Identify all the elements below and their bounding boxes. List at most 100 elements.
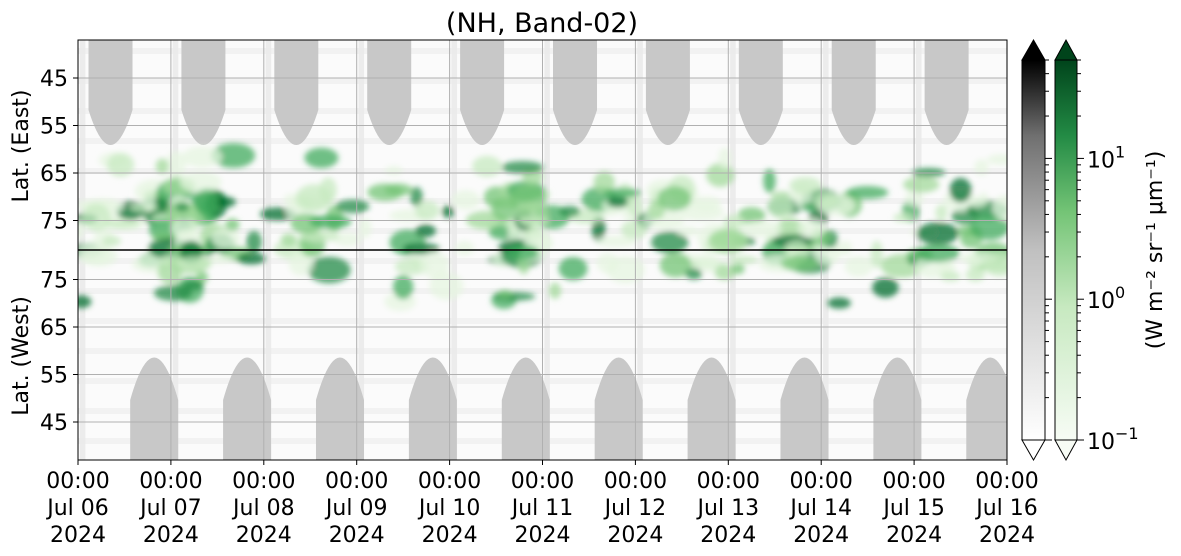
x-tick-label: 00:00 [511, 469, 574, 494]
night-dome-bottom [315, 357, 364, 460]
x-tick-label: 2024 [700, 523, 756, 548]
radiance-blob [797, 218, 826, 239]
y-axis-ticks: 45 55 65 75 75 65 55 45 [40, 67, 78, 436]
radiance-blob [723, 214, 745, 230]
radiance-blob [657, 186, 692, 211]
radiance-blob [280, 233, 297, 247]
x-tick-label: Jul 08 [231, 496, 295, 521]
radiance-blob [518, 216, 550, 226]
radiance-blob [992, 194, 1007, 221]
radiance-blob [706, 163, 735, 188]
x-tick-label: Jul 12 [603, 496, 667, 521]
night-dome-top [367, 40, 412, 145]
x-tick-label: 2024 [329, 523, 385, 548]
x-tick-label: 2024 [979, 523, 1035, 548]
x-tick-label: 00:00 [325, 469, 388, 494]
colorbar-label: (W m⁻² sr⁻¹ μm⁻¹) [1143, 151, 1168, 350]
y-tick-label: 45 [40, 411, 68, 436]
radiance-blob [182, 146, 223, 168]
radiance-blob [335, 199, 370, 214]
radiance-blob [872, 277, 899, 298]
night-dome-bottom [408, 357, 457, 460]
night-dome-top [645, 40, 690, 145]
radiance-blob [627, 194, 643, 216]
radiance-blob [81, 246, 118, 267]
radiance-blob [103, 219, 141, 229]
night-dome-bottom [780, 357, 829, 460]
night-dome-top [738, 40, 783, 145]
radiance-blob [548, 282, 562, 299]
radiance-blob [216, 196, 236, 208]
x-tick-label: 2024 [422, 523, 478, 548]
radiance-blob [179, 171, 222, 193]
radiance-blob [102, 235, 122, 247]
radiance-blob [307, 256, 351, 284]
night-domes [88, 40, 1007, 460]
radiance-blob [718, 147, 732, 169]
radiance-blob [501, 161, 544, 174]
radiance-blob [767, 194, 793, 219]
colorbar-gray-extend-bottom [1021, 439, 1046, 462]
radiance-blob [454, 240, 475, 256]
radiance-blob [968, 197, 987, 208]
y-tick-label: 65 [40, 316, 68, 341]
radiance-blob [984, 253, 1007, 277]
radiance-blob [246, 230, 262, 253]
radiance-blob [225, 218, 240, 232]
radiance-blob [194, 190, 221, 217]
x-tick-label: 2024 [607, 523, 663, 548]
radiance-blob [333, 232, 362, 247]
radiance-blob [707, 228, 748, 255]
radiance-blob [414, 200, 440, 221]
x-tick-label: Jul 11 [510, 496, 574, 521]
x-tick-label: 00:00 [139, 469, 202, 494]
x-tick-label: Jul 15 [881, 496, 945, 521]
radiance-blob [359, 217, 372, 239]
colorbar-ticks: 10−1 100 101 [1045, 59, 1139, 455]
night-dome-bottom [130, 357, 179, 460]
night-dome-bottom [594, 357, 643, 460]
radiance-blob [384, 183, 413, 197]
chart-title: (NH, Band-02) [446, 8, 638, 39]
radiance-blob [685, 267, 703, 280]
radiance-blob [827, 297, 852, 309]
radiance-blob [595, 235, 637, 248]
x-tick-label: 2024 [515, 523, 571, 548]
colorbar-green-extend-bottom [1054, 439, 1078, 462]
radiance-blob [153, 285, 193, 301]
radiance-blob [155, 158, 169, 174]
radiance-blob [659, 252, 692, 278]
radiance-blob [211, 228, 241, 249]
y-tick-label: 55 [40, 115, 68, 140]
radiance-blob [208, 255, 233, 264]
radiance-blob [309, 214, 352, 229]
x-tick-label: 00:00 [789, 469, 852, 494]
radiance-blob [410, 186, 423, 207]
y-tick-label: 75 [40, 210, 68, 235]
radiance-blob [472, 155, 502, 177]
plot-area [78, 40, 1007, 460]
radiance-blob [78, 295, 92, 309]
radiance-blob [78, 218, 85, 240]
radiance-blob [986, 154, 1007, 166]
radiance-blob [319, 177, 337, 203]
ylabel-east: Lat. (East) [9, 90, 34, 203]
radiance-blob [603, 188, 642, 198]
radiance-blob [789, 176, 822, 195]
x-tick-label: 2024 [143, 523, 199, 548]
colorbar-tick-label: 100 [1087, 283, 1125, 314]
y-tick-label: 65 [40, 162, 68, 187]
ylabel-west: Lat. (West) [9, 296, 34, 416]
night-dome-top [460, 40, 505, 145]
radiance-blob [415, 224, 436, 238]
radiance-blob [420, 251, 450, 279]
radiance-blob [903, 176, 940, 193]
radiance-blob [763, 168, 776, 193]
y-tick-label: 75 [40, 269, 68, 294]
x-tick-label: 00:00 [882, 469, 945, 494]
radiance-blobs [78, 142, 1007, 312]
radiance-blob [558, 256, 588, 281]
x-tick-label: Jul 10 [417, 496, 481, 521]
